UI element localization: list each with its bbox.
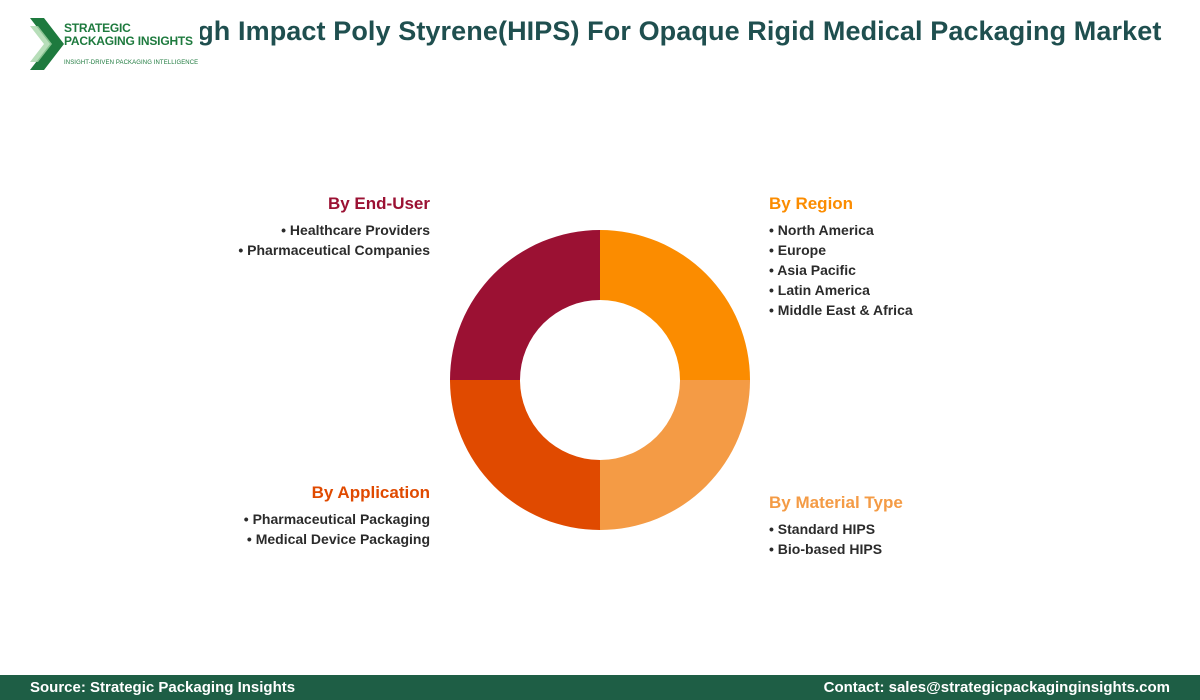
segment-region: By Region North America Europe Asia Paci… (769, 194, 1029, 320)
segment-item: Europe (769, 240, 1029, 260)
segment-title: By Application (311, 483, 430, 502)
logo-line1: STRATEGIC (64, 21, 131, 35)
segment-item: Standard HIPS (769, 519, 1029, 539)
page-title: High Impact Poly Styrene(HIPS) For Opaqu… (170, 16, 1162, 46)
donut-slice-by-material-type (600, 380, 750, 530)
logo-line2: PACKAGING INSIGHTS (64, 34, 193, 48)
segment-item: Asia Pacific (769, 260, 1029, 280)
segment-item: North America (769, 220, 1029, 240)
segment-item: Latin America (769, 280, 1029, 300)
footer-source: Source: Strategic Packaging Insights (30, 679, 296, 696)
logo-tagline: INSIGHT-DRIVEN PACKAGING INTELLIGENCE (64, 60, 199, 66)
segment-title: By Region (769, 194, 854, 213)
segment-material-type: By Material Type Standard HIPS Bio-based… (769, 493, 1029, 559)
donut-slice-by-application (450, 380, 600, 530)
segment-title: By Material Type (769, 493, 903, 512)
segment-item: Middle East & Africa (769, 300, 1029, 320)
donut-slice-by-region (600, 230, 750, 380)
footer: Source: Strategic Packaging Insights Con… (0, 675, 1200, 700)
logo-chevron-icon (30, 18, 64, 70)
logo: STRATEGIC PACKAGING INSIGHTS INSIGHT-DRI… (0, 0, 200, 78)
logo-name: STRATEGIC PACKAGING INSIGHTS (64, 22, 193, 48)
segment-item: Pharmaceutical Companies (170, 240, 430, 260)
segment-title: By End-User (327, 194, 430, 213)
segment-item: Pharmaceutical Packaging (170, 509, 430, 529)
donut-slice-by-end-user (450, 230, 600, 380)
segment-item: Healthcare Providers (170, 220, 430, 240)
segment-item: Medical Device Packaging (170, 529, 430, 549)
footer-contact[interactable]: Contact: sales@strategicpackaginginsight… (823, 679, 1170, 696)
segment-end-user: By End-User Healthcare Providers Pharmac… (170, 194, 430, 260)
segment-application: By Application Pharmaceutical Packaging … (170, 483, 430, 549)
segment-item: Bio-based HIPS (769, 539, 1029, 559)
